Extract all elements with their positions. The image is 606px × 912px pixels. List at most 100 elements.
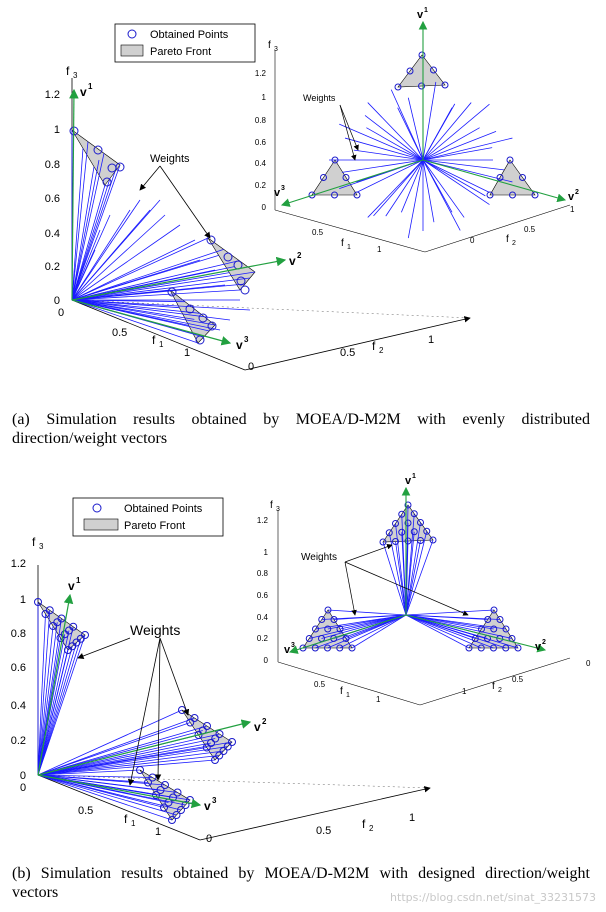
tick: 0.8	[45, 159, 60, 171]
legend-front-label: Pareto Front	[150, 46, 211, 58]
weight-line	[71, 299, 221, 331]
obtained-point	[194, 731, 203, 739]
obtained-point	[219, 747, 228, 755]
weight-line	[37, 733, 220, 776]
weight-line	[71, 299, 201, 314]
obtained-point	[211, 756, 219, 764]
obtained-point	[471, 635, 479, 642]
legend-point-marker	[127, 29, 137, 39]
weight-line	[71, 239, 196, 301]
weight-lines-b	[37, 602, 233, 821]
obtained-point	[324, 606, 332, 614]
weight-line	[385, 159, 424, 217]
svg-text:3: 3	[212, 796, 217, 805]
obtained-point	[465, 644, 473, 652]
svg-text:1.2: 1.2	[255, 69, 267, 78]
obtained-point	[484, 616, 492, 623]
weight-line	[71, 224, 181, 301]
weight-line	[373, 159, 424, 217]
obtained-point	[215, 751, 224, 760]
svg-text:Weights: Weights	[301, 552, 337, 563]
weight-line	[422, 103, 456, 161]
obtained-point	[136, 766, 144, 774]
weight-line	[422, 147, 493, 161]
obtained-point	[477, 644, 485, 652]
obtained-point	[190, 714, 199, 722]
svg-text:1: 1	[424, 7, 428, 14]
legend-b: Obtained Points Pareto Front	[72, 497, 224, 537]
svg-text:0.5: 0.5	[512, 675, 524, 684]
svg-text:2: 2	[542, 639, 546, 646]
weights-annotation-a: Weights	[139, 153, 211, 239]
tick: 0	[248, 361, 254, 373]
caption-a: (a) Simulation results obtained by MOEA/…	[12, 411, 590, 447]
weight-line	[422, 159, 465, 218]
weight-line	[37, 755, 220, 776]
weight-line	[405, 513, 415, 616]
weight-line	[351, 614, 407, 649]
obtained-point	[514, 644, 522, 652]
weight-line	[397, 107, 424, 161]
obtained-point	[320, 174, 327, 181]
weight-line	[71, 299, 251, 311]
weight-line	[37, 622, 58, 776]
svg-text:f: f	[32, 535, 36, 549]
svg-text:3: 3	[281, 185, 285, 192]
vector-v2-label: v	[289, 254, 296, 268]
weight-line	[37, 709, 183, 776]
obtained-point	[299, 644, 307, 652]
obtained-point	[506, 156, 514, 164]
obtained-point	[173, 788, 182, 797]
weight-line	[37, 774, 165, 808]
svg-text:1.2: 1.2	[11, 558, 26, 570]
svg-text:0.6: 0.6	[255, 138, 267, 147]
tick: 1	[184, 347, 190, 359]
weight-line	[37, 613, 46, 776]
obtained-point	[228, 738, 236, 746]
weight-line	[309, 614, 407, 639]
svg-text:0.2: 0.2	[11, 735, 26, 747]
obtained-point	[144, 778, 152, 787]
svg-text:0.6: 0.6	[11, 662, 26, 674]
legend-points-label: Obtained Points	[150, 29, 229, 41]
main-axes-b: f 3 1.2 1 0.8 0.6 0.4 0.2 0 0 0.5 1 f 1 …	[11, 535, 431, 845]
svg-text:3: 3	[291, 642, 295, 649]
obtained-point	[502, 625, 510, 633]
obtained-point	[161, 781, 169, 789]
tick: 1.2	[45, 89, 60, 101]
svg-text:f: f	[492, 681, 495, 692]
svg-text:1: 1	[347, 244, 351, 251]
weight-line	[422, 102, 472, 161]
svg-text:2: 2	[379, 346, 384, 355]
main-axes-a: f 3 1.2 1 0.8 0.6 0.4 0.2 0 0 0.5 1 f 1 …	[45, 64, 471, 373]
svg-text:v: v	[405, 475, 412, 487]
weight-line	[37, 638, 82, 776]
svg-text:0: 0	[20, 782, 26, 794]
watermark: https://blog.csdn.net/sinat_33231573	[390, 891, 596, 904]
weights-label: Weights	[150, 153, 190, 165]
obtained-point	[181, 801, 190, 809]
weight-line	[37, 769, 141, 776]
obtained-point	[496, 635, 504, 642]
obtained-point	[177, 806, 185, 814]
svg-text:f: f	[124, 812, 128, 826]
svg-text:0: 0	[586, 659, 591, 668]
obtained-point	[168, 816, 176, 824]
weight-line	[37, 774, 153, 778]
obtained-point	[410, 510, 418, 518]
weight-line	[344, 137, 424, 161]
weight-line	[356, 159, 424, 193]
weight-line	[37, 625, 54, 776]
svg-text:1: 1	[131, 819, 136, 828]
weight-line	[71, 277, 251, 301]
caption-b: (b) Simulation results obtained by MOEA/…	[12, 865, 590, 901]
obtained-point	[312, 625, 319, 633]
weight-line	[71, 178, 111, 301]
tick: 0.5	[340, 347, 355, 359]
svg-text:f: f	[270, 500, 273, 511]
svg-text:f: f	[341, 238, 344, 249]
weight-line	[405, 614, 494, 649]
obtained-point	[93, 145, 103, 155]
weight-line	[366, 127, 424, 161]
obtained-point	[441, 81, 449, 89]
